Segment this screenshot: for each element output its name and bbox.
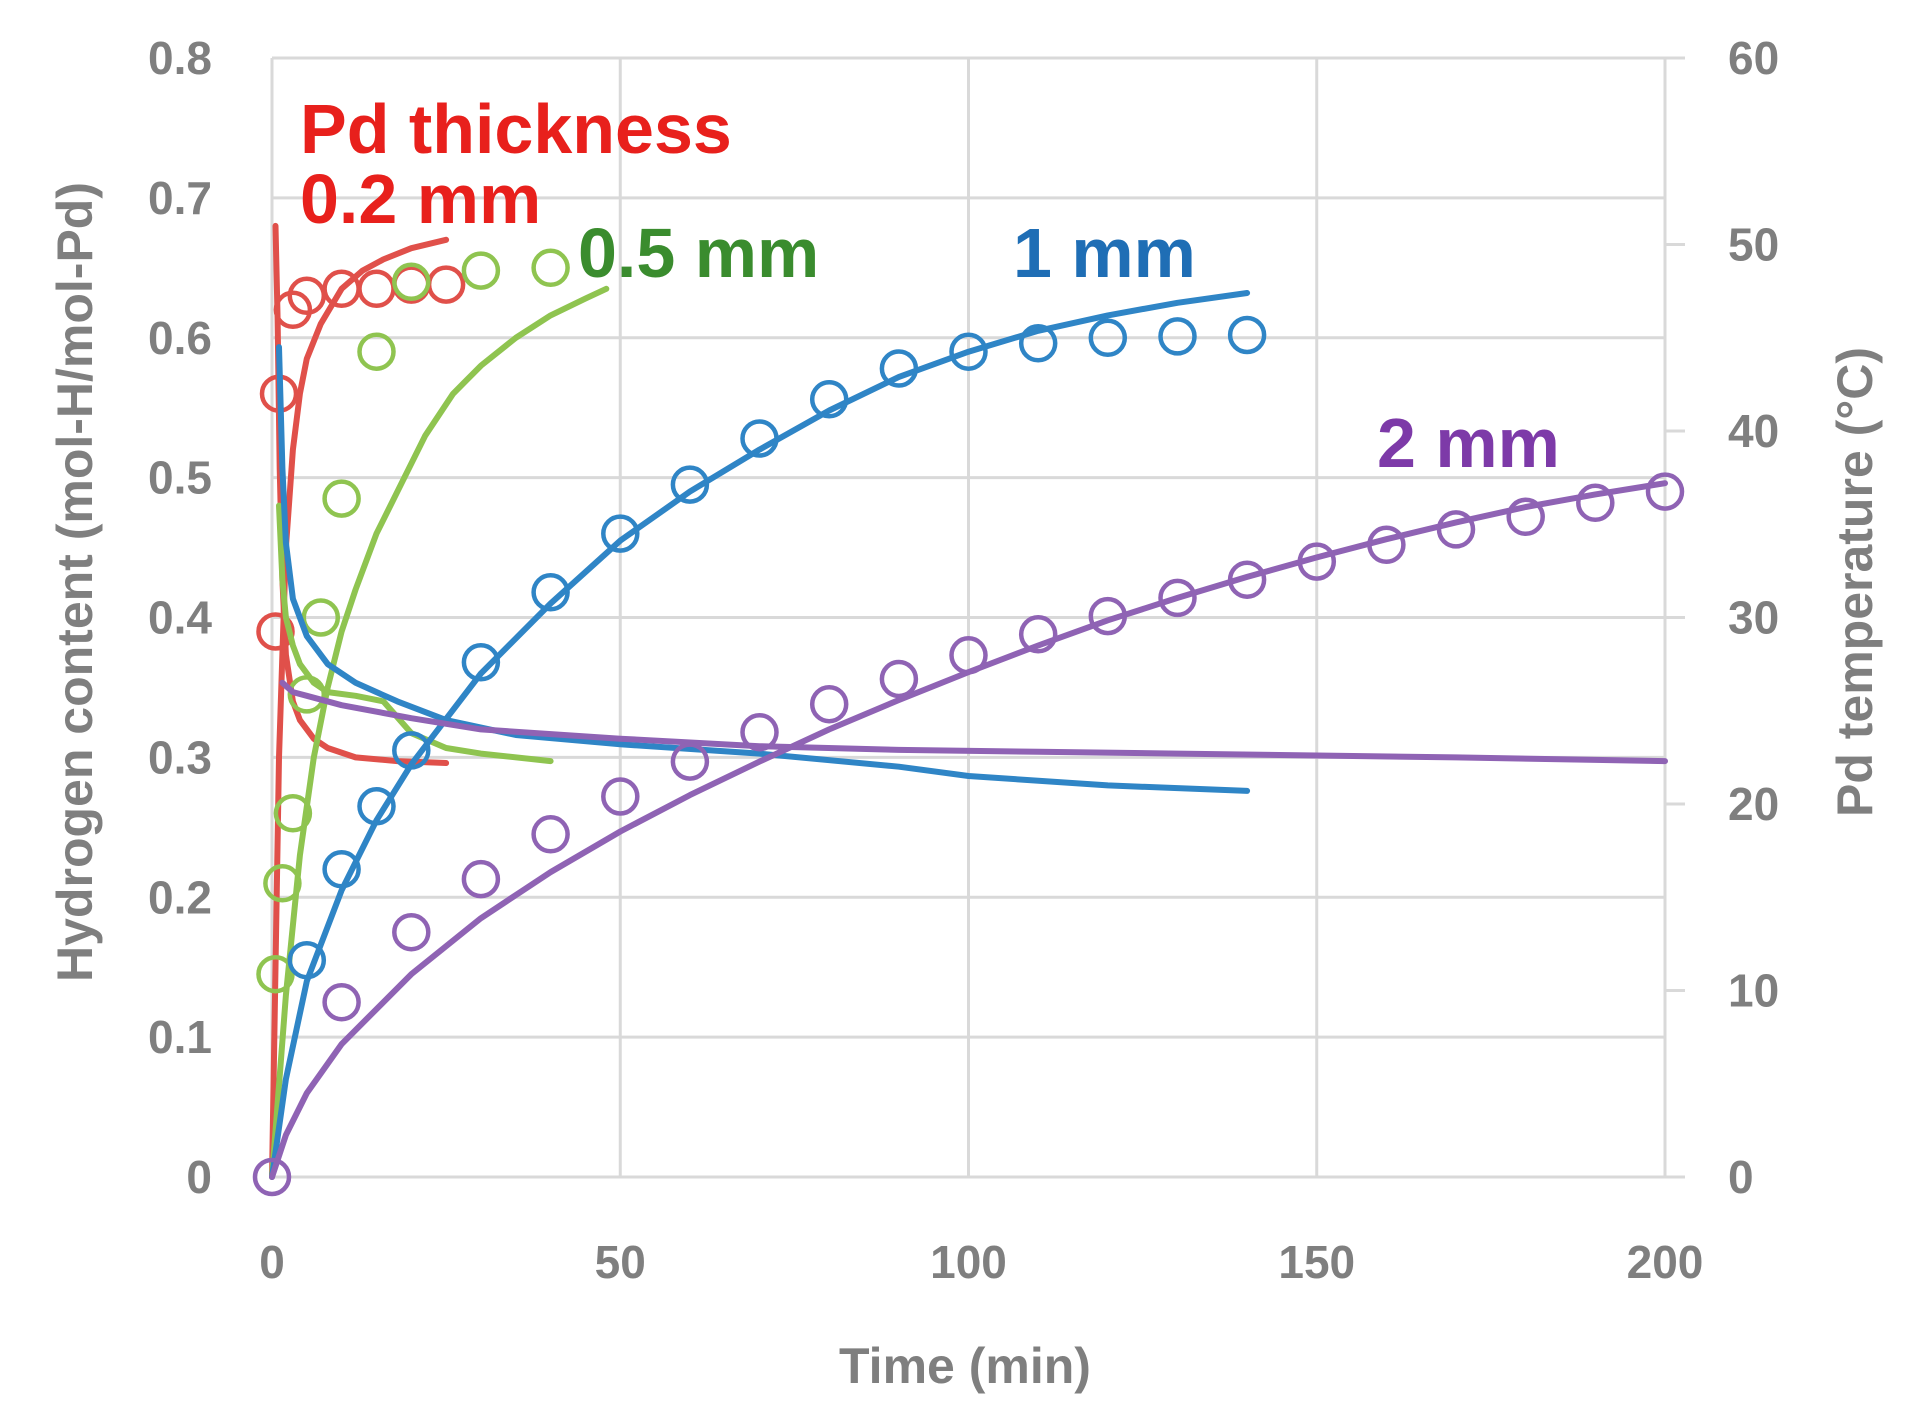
measured-point-0-5-mm [263,864,302,903]
measured-point-2-mm [1367,525,1406,565]
y2-tick-label: 40 [1728,405,1779,457]
measured-point-0-5-mm [287,675,327,714]
measured-point-1-mm [287,940,327,980]
y2-tick-label: 50 [1728,219,1779,271]
y-tick-label: 0.1 [148,1011,212,1063]
series-1-mm [269,290,1267,1180]
y-tick-label: 0.2 [148,871,212,923]
measured-point-1-mm [1088,318,1128,358]
y-tick-label: 0.3 [148,731,212,783]
model-line-2-mm [269,480,1668,1180]
measured-point-2-mm [322,982,361,1022]
x-tick-label: 50 [595,1236,646,1288]
measured-point-2-mm [1088,596,1128,636]
measured-point-0-5-mm [273,794,313,833]
measured-point-0-5-mm [256,954,295,994]
y-tick-label: 0 [186,1151,212,1203]
y2-tick-label: 30 [1728,592,1779,644]
measured-point-2-mm [949,636,988,675]
measured-point-2-mm [601,777,640,816]
measured-point-2-mm [392,912,431,952]
measured-point-2-mm [531,815,570,854]
measured-point-0-2-mm [357,269,396,309]
measured-point-1-mm [1227,315,1267,355]
measured-point-1-mm [1158,317,1197,356]
measured-point-2-mm [1227,560,1267,599]
annotation-2-mm: 2 mm [1377,404,1560,482]
measured-point-0-5-mm [392,262,431,302]
measured-point-1-mm [601,514,640,553]
y2-axis-label: Pd temperature (°C) [1827,347,1883,817]
measured-point-1-mm [879,349,919,388]
y-tick-label: 0.4 [148,592,212,644]
measured-point-0-5-mm [461,251,501,290]
series-2-mm [252,472,1685,1197]
measured-point-1-mm [531,573,570,612]
measured-point-0-5-mm [301,598,341,637]
y-tick-label: 0.7 [148,172,212,224]
measured-point-2-mm [740,712,779,752]
temperature-line-1-mm [276,344,1251,794]
temperature-line-0-5-mm [276,502,554,765]
annotation-0-2-mm: 0.2 mm [300,160,541,238]
measured-point-2-mm [809,684,849,724]
x-axis-label: Time (min) [839,1338,1091,1394]
measured-point-2-mm [1576,483,1615,523]
temperature-line-2-mm [279,679,1668,765]
y-axis-label: Hydrogen content (mol-H/mol-Pd) [47,182,103,982]
measured-point-2-mm [1297,542,1337,581]
tick-labels: 0 0.1 0.2 0.3 0.4 0.5 0.6 0.7 0.8 0 50 100 150 200 0 10… [148,32,1779,1288]
x-tick-label: 200 [1627,1236,1704,1288]
measured-point-0-5-mm [531,248,570,288]
measured-point-2-mm [252,1157,292,1197]
measured-point-1-mm [670,465,710,504]
measured-point-1-mm [392,731,431,770]
y2-tick-label: 10 [1728,965,1779,1017]
measured-point-1-mm [357,787,396,826]
measured-point-0-2-mm [287,276,327,316]
measured-point-1-mm [461,643,501,682]
annotation-pd-thickness: Pd thickness [300,90,732,168]
y2-tick-label: 0 [1728,1151,1754,1203]
measured-point-1-mm [322,850,361,889]
measured-point-2-mm [1158,578,1197,618]
y-tick-label: 0.8 [148,32,212,84]
measured-point-0-5-mm [322,479,361,518]
measured-point-2-mm [1506,497,1545,537]
measured-point-1-mm [809,380,849,419]
measured-point-1-mm [949,332,988,371]
series-0-5-mm [256,248,610,1180]
measured-point-0-2-mm [256,612,295,651]
y2-tick-label: 60 [1728,32,1779,84]
measured-point-2-mm [1645,472,1685,511]
measured-point-2-mm [461,859,501,899]
annotation-0-5-mm: 0.5 mm [578,214,819,292]
measured-point-0-2-mm [273,290,313,330]
measured-point-1-mm [1018,324,1058,363]
measured-point-2-mm [879,659,919,699]
x-tick-label: 0 [259,1236,285,1288]
measured-point-2-mm [1018,615,1058,654]
annotation-1-mm: 1 mm [1013,214,1196,292]
measured-point-1-mm [740,419,779,458]
x-tick-label: 150 [1278,1236,1355,1288]
measured-point-0-2-mm [426,265,466,304]
y-tick-label: 0.5 [148,452,212,504]
x-tick-label: 100 [930,1236,1007,1288]
y-tick-label: 0.6 [148,312,212,364]
y2-tick-label: 20 [1728,778,1779,830]
plot-area [252,222,1685,1197]
measured-point-0-5-mm [357,332,396,371]
measured-point-2-mm [670,742,710,781]
measured-point-2-mm [1436,510,1476,549]
